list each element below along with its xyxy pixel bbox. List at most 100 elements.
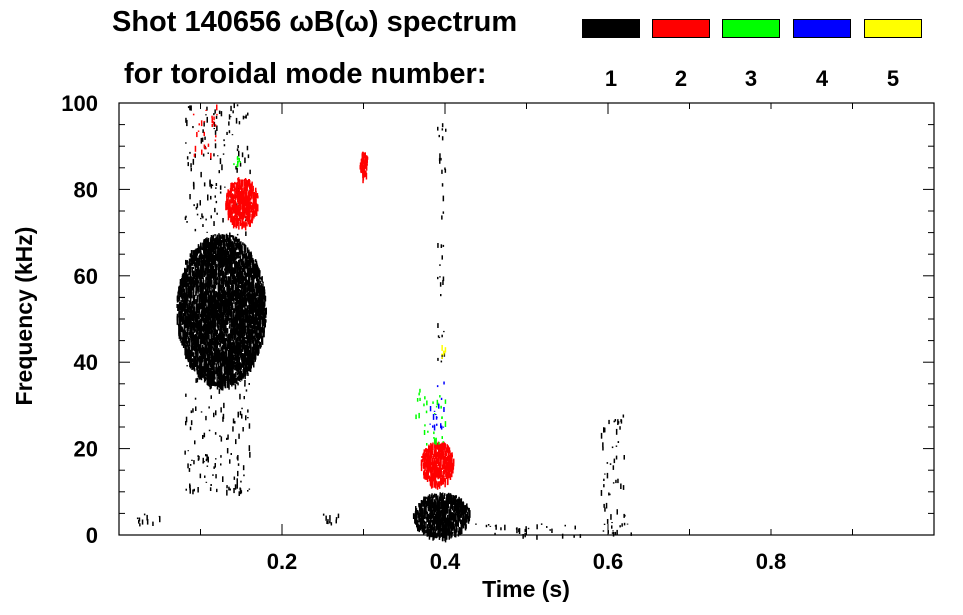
spectrum-point-mode-1 bbox=[189, 305, 192, 313]
spectrum-point-mode-1 bbox=[203, 270, 206, 278]
spectrum-point-mode-1 bbox=[212, 291, 215, 297]
spectrum-point-mode-1 bbox=[189, 354, 191, 362]
spectrum-point-mode-1 bbox=[259, 309, 261, 314]
spectrum-point-mode-1 bbox=[179, 310, 181, 318]
spectrum-point-mode-1 bbox=[250, 251, 252, 258]
spectrum-point-mode-1 bbox=[224, 300, 227, 305]
spectrum-point-mode-1 bbox=[210, 215, 212, 219]
spectrum-point-mode-1 bbox=[458, 517, 460, 523]
spectrum-point-mode-1 bbox=[244, 244, 246, 249]
spectrum-point-mode-1 bbox=[212, 265, 214, 272]
spectrum-point-mode-1 bbox=[262, 315, 264, 318]
spectrum-point-mode-1 bbox=[233, 255, 236, 264]
spectrum-point-mode-1 bbox=[202, 277, 204, 280]
spectrum-point-mode-1 bbox=[177, 307, 179, 311]
spectrum-point-mode-1 bbox=[205, 277, 207, 281]
spectrum-point-mode-1 bbox=[262, 281, 264, 284]
spectrum-point-mode-1 bbox=[263, 330, 265, 338]
spectrum-point-mode-1 bbox=[242, 310, 244, 314]
spectrum-point-mode-1 bbox=[209, 253, 211, 259]
spectrum-point-mode-1 bbox=[253, 297, 255, 301]
spectrum-point-mode-1 bbox=[191, 321, 193, 330]
spectrum-point-mode-1 bbox=[219, 331, 221, 339]
spectrum-point-mode-1 bbox=[247, 315, 249, 320]
spectrum-point-mode-1 bbox=[229, 263, 231, 270]
spectrum-point-mode-1 bbox=[252, 270, 254, 274]
spectrum-point-mode-1 bbox=[187, 324, 190, 329]
spectrum-point-mode-1 bbox=[249, 252, 251, 257]
spectrum-point-mode-1 bbox=[229, 236, 231, 242]
spectrum-point-mode-1 bbox=[197, 290, 199, 294]
spectrum-point-mode-1 bbox=[185, 416, 188, 423]
spectrum-point-mode-1 bbox=[254, 270, 256, 277]
spectrum-point-mode-1 bbox=[241, 293, 243, 297]
spectrum-point-mode-1 bbox=[222, 319, 224, 327]
spectrum-point-mode-1 bbox=[425, 529, 427, 534]
spectrum-point-mode-1 bbox=[192, 158, 195, 165]
spectrum-point-mode-1 bbox=[202, 224, 204, 227]
spectrum-point-mode-1 bbox=[211, 351, 214, 359]
spectrum-point-mode-1 bbox=[178, 291, 181, 296]
spectrum-point-mode-1 bbox=[189, 271, 191, 280]
spectrum-point-mode-1 bbox=[467, 509, 469, 512]
spectrum-point-mode-1 bbox=[249, 309, 251, 315]
spectrum-point-mode-1 bbox=[443, 495, 446, 499]
spectrum-point-mode-1 bbox=[244, 371, 247, 376]
spectrum-point-mode-1 bbox=[184, 292, 186, 300]
spectrum-point-mode-1 bbox=[178, 299, 180, 302]
spectrum-point-mode-1 bbox=[232, 290, 234, 295]
spectrum-point-mode-1 bbox=[188, 320, 190, 326]
spectrum-point-mode-1 bbox=[256, 289, 259, 292]
spectrum-point-mode-1 bbox=[238, 268, 241, 272]
spectrum-point-mode-1 bbox=[250, 259, 253, 263]
spectrum-point-mode-1 bbox=[230, 376, 232, 383]
spectrum-point-mode-1 bbox=[199, 277, 202, 285]
spectrum-point-mode-1 bbox=[223, 234, 225, 239]
spectrum-point-mode-1 bbox=[239, 309, 241, 316]
spectrum-point-mode-1 bbox=[263, 305, 265, 308]
spectrum-point-mode-1 bbox=[426, 501, 428, 507]
spectrum-point-mode-1 bbox=[195, 334, 198, 340]
spectrum-point-mode-1 bbox=[262, 283, 264, 291]
spectrum-point-mode-1 bbox=[232, 237, 235, 240]
spectrum-point-mode-1 bbox=[215, 187, 217, 189]
spectrum-point-mode-1 bbox=[246, 145, 249, 151]
spectrum-point-mode-1 bbox=[189, 329, 191, 337]
spectrum-point-mode-1 bbox=[257, 269, 259, 276]
spectrum-point-mode-1 bbox=[245, 293, 248, 296]
spectrum-point-mode-1 bbox=[216, 279, 218, 283]
spectrum-point-mode-1 bbox=[207, 194, 209, 201]
spectrum-point-mode-1 bbox=[247, 310, 249, 315]
spectrum-point-mode-1 bbox=[185, 324, 188, 328]
spectrum-point-mode-1 bbox=[207, 290, 209, 296]
spectrum-point-mode-1 bbox=[215, 345, 218, 349]
spectrum-point-mode-1 bbox=[223, 360, 226, 365]
spectrum-point-mode-1 bbox=[228, 357, 230, 361]
spectrum-point-mode-1 bbox=[227, 304, 229, 311]
spectrum-point-mode-1 bbox=[261, 335, 263, 340]
spectrum-point-mode-1 bbox=[218, 355, 220, 364]
spectrum-point-mode-1 bbox=[236, 372, 239, 376]
spectrum-point-mode-1 bbox=[234, 251, 236, 255]
spectrum-point-mode-1 bbox=[179, 318, 182, 326]
spectrum-point-mode-1 bbox=[210, 280, 213, 283]
spectrum-point-mode-1 bbox=[202, 461, 204, 464]
spectrum-point-mode-1 bbox=[201, 298, 203, 307]
spectrum-point-mode-1 bbox=[204, 238, 207, 243]
spectrum-point-mode-1 bbox=[261, 276, 263, 283]
spectrum-point-mode-1 bbox=[176, 313, 179, 317]
spectrum-point-mode-1 bbox=[258, 328, 261, 335]
spectrum-point-mode-1 bbox=[210, 260, 213, 268]
spectrum-point-mode-1 bbox=[204, 315, 206, 323]
spectrum-point-mode-1 bbox=[244, 380, 246, 385]
spectrum-point-mode-1 bbox=[230, 318, 233, 327]
spectrum-point-mode-1 bbox=[431, 519, 433, 523]
spectrum-point-mode-1 bbox=[224, 318, 227, 325]
spectrum-point-mode-1 bbox=[240, 292, 243, 295]
spectrum-point-mode-1 bbox=[191, 310, 194, 318]
spectrum-point-mode-1 bbox=[223, 334, 225, 343]
spectrum-point-mode-1 bbox=[225, 248, 227, 253]
spectrum-point-mode-1 bbox=[443, 509, 446, 517]
spectrum-point-mode-1 bbox=[190, 313, 192, 322]
spectrum-point-mode-1 bbox=[210, 286, 212, 290]
